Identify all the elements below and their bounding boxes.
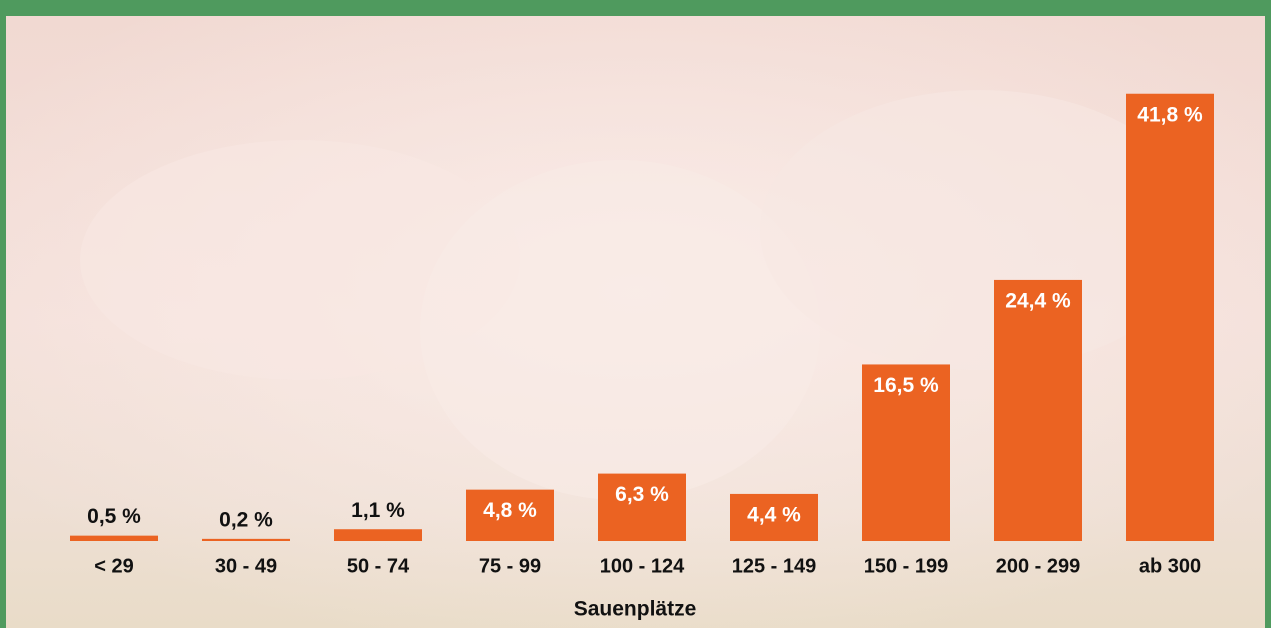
background-shape — [420, 160, 820, 500]
bar — [466, 489, 554, 541]
data-label: 1,1 % — [351, 499, 405, 522]
bar — [334, 529, 422, 541]
x-tick-label: < 29 — [94, 555, 133, 577]
x-axis-label: Sauenplätze — [574, 598, 697, 621]
bar — [730, 493, 818, 541]
data-label: 16,5 % — [873, 374, 939, 397]
x-tick-label: 150 - 199 — [864, 555, 949, 577]
data-label: 6,3 % — [615, 483, 669, 506]
x-tick-label: 50 - 74 — [347, 555, 410, 577]
data-label: 0,5 % — [87, 505, 141, 528]
data-label: 4,4 % — [747, 503, 801, 526]
x-tick-label: 125 - 149 — [732, 555, 817, 577]
x-tick-label: 30 - 49 — [215, 555, 277, 577]
data-label: 4,8 % — [483, 499, 537, 522]
x-tick-label: ab 300 — [1139, 555, 1201, 577]
bar — [862, 364, 950, 541]
data-label: 41,8 % — [1137, 103, 1203, 126]
data-label: 24,4 % — [1005, 289, 1071, 312]
background-shape — [80, 140, 520, 380]
bar — [598, 473, 686, 541]
bar — [1126, 93, 1214, 542]
data-label: 0,2 % — [219, 508, 273, 531]
bar — [994, 279, 1082, 541]
bar — [70, 535, 158, 541]
x-tick-label: 100 - 124 — [600, 555, 685, 577]
x-tick-label: 200 - 299 — [996, 555, 1081, 577]
bar — [202, 538, 290, 541]
x-tick-label: 75 - 99 — [479, 555, 541, 577]
background-shape — [760, 90, 1200, 370]
